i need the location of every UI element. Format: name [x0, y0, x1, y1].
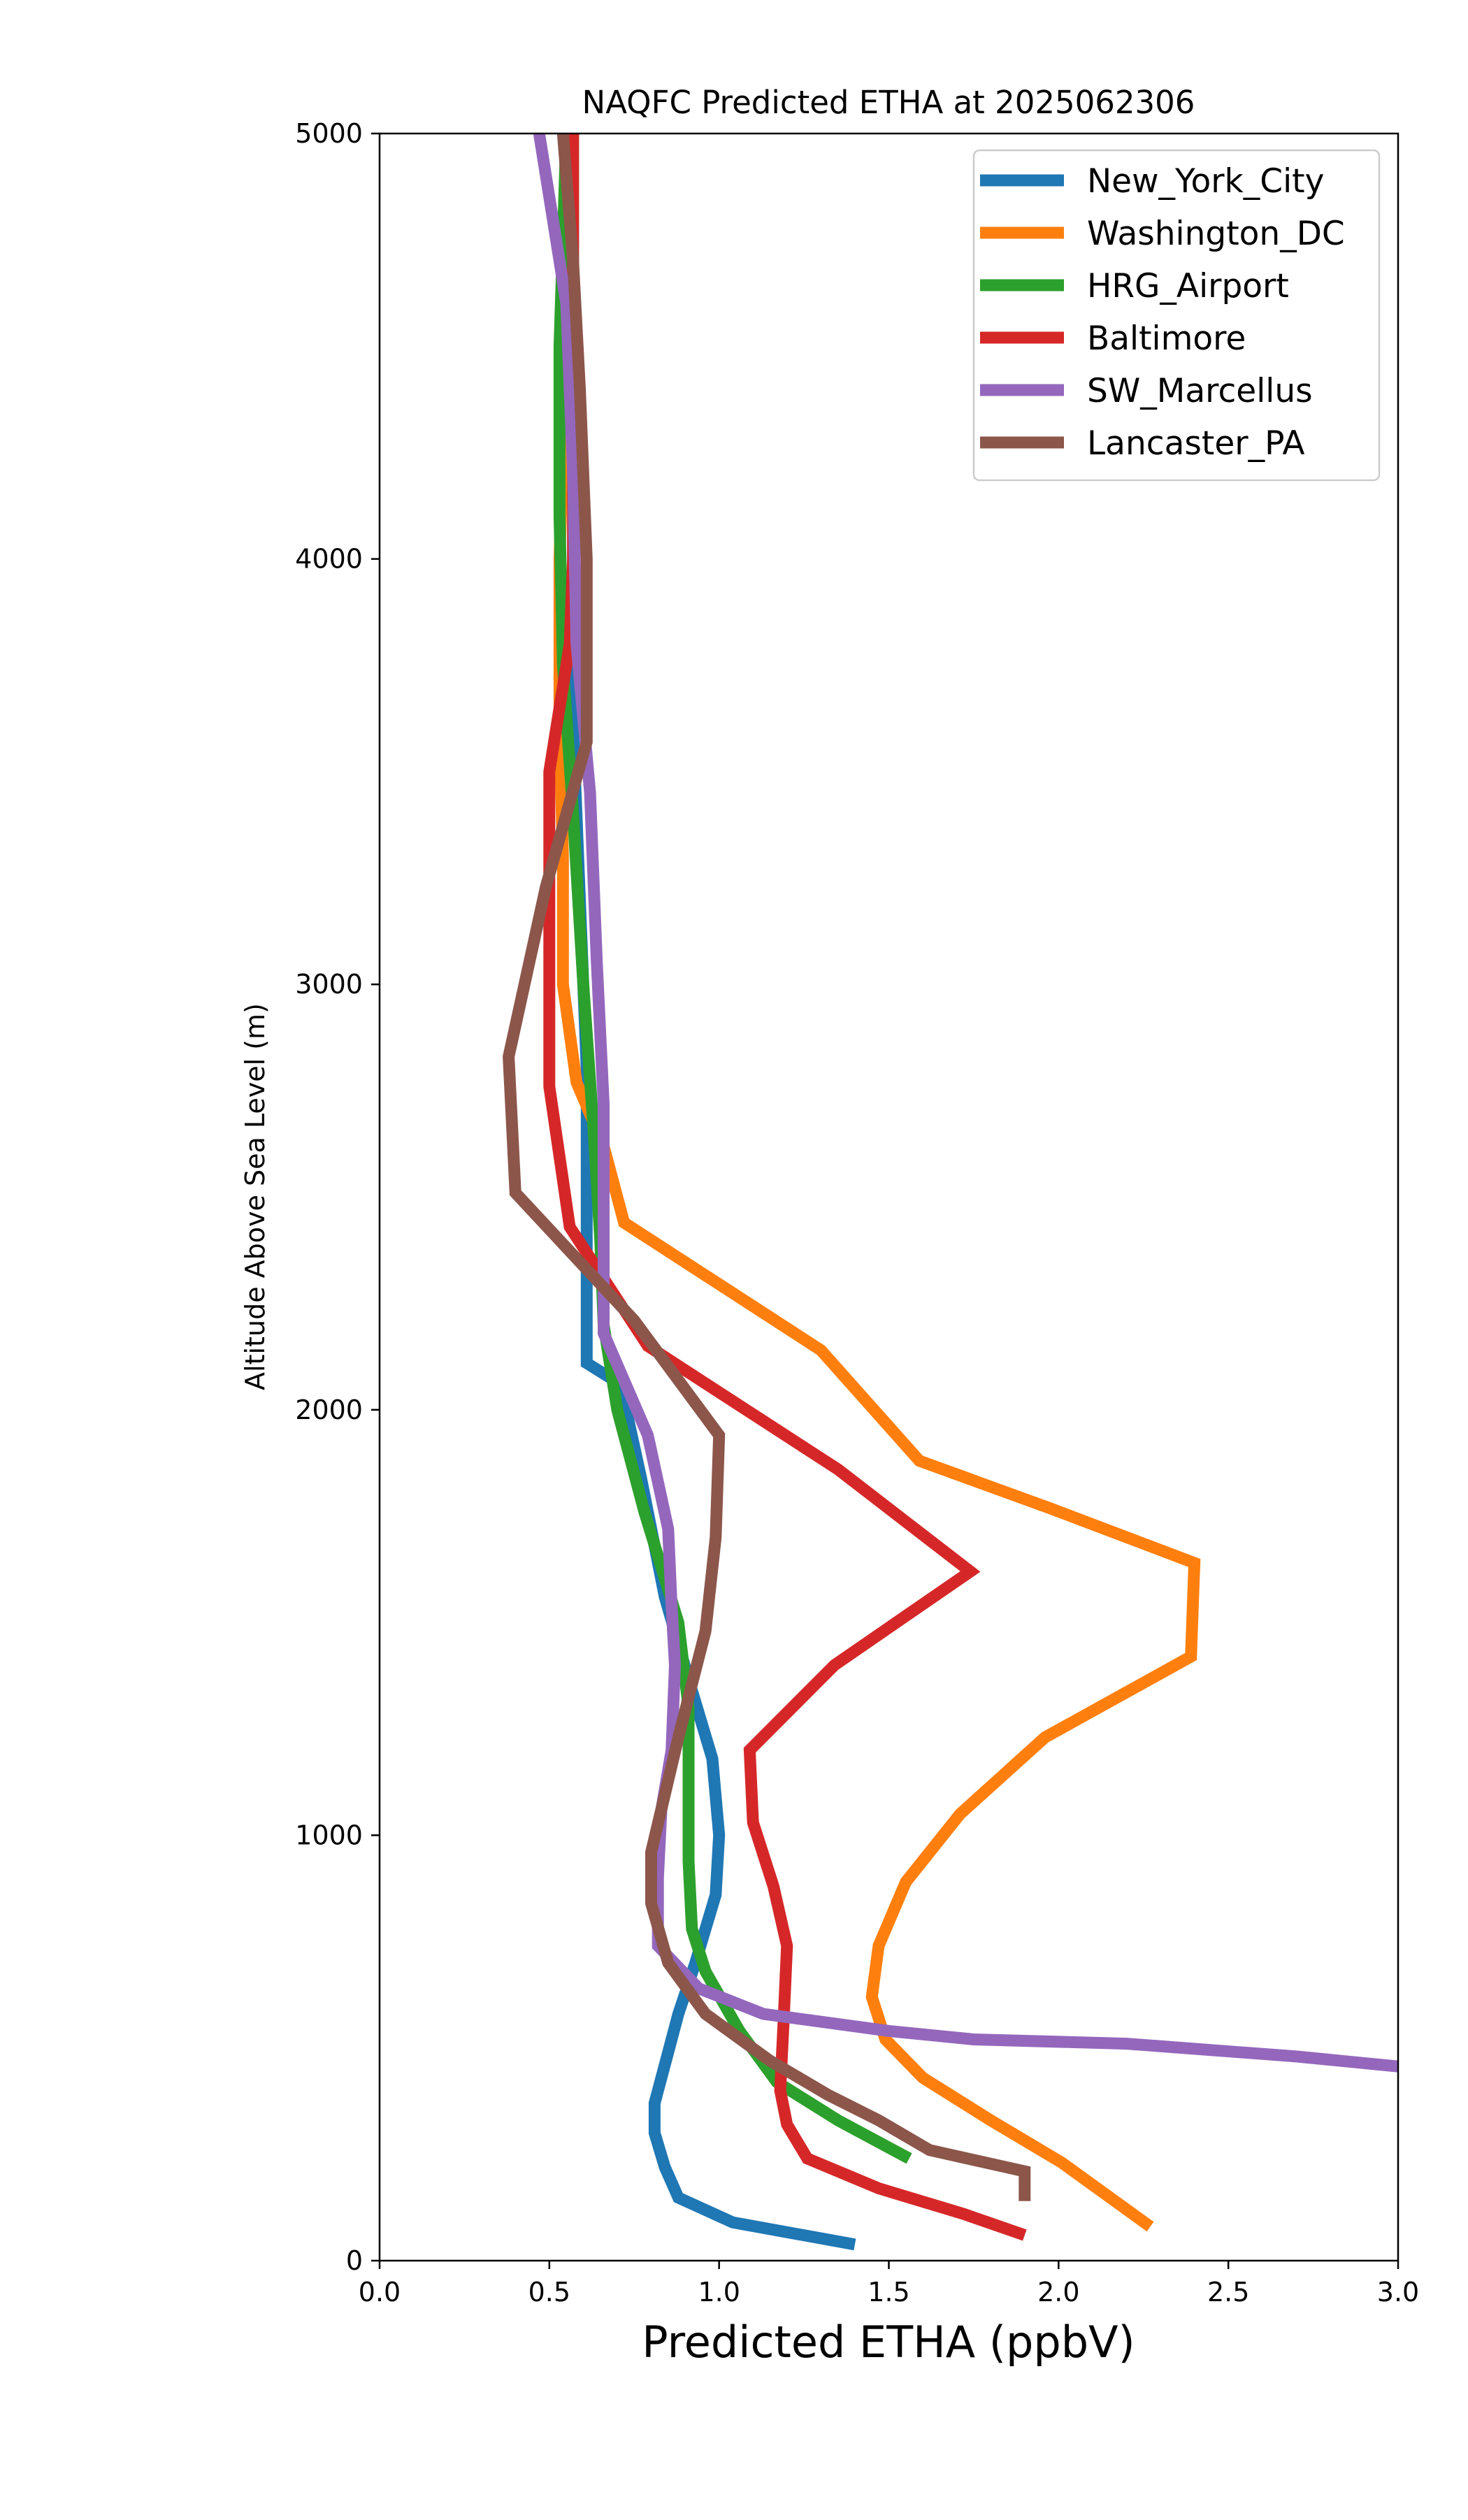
y-tick-label: 4000	[295, 544, 363, 575]
legend-label-New_York_City: New_York_City	[1087, 162, 1324, 201]
x-tick-label: 2.0	[1037, 2277, 1079, 2307]
y-tick-label: 5000	[295, 118, 363, 149]
legend-box	[972, 149, 1381, 482]
series-line-Lancaster_PA	[503, 134, 1031, 2201]
y-tick-label: 3000	[295, 969, 363, 1000]
legend-label-Lancaster_PA: Lancaster_PA	[1087, 424, 1305, 463]
y-tick-label: 1000	[295, 1820, 363, 1850]
y-axis-ticks: 0 1000 2000 3000 4000 5000	[295, 118, 380, 2276]
plot-lines	[503, 134, 1398, 2251]
x-tick-label: 0.5	[528, 2277, 570, 2307]
legend-label-HRG_Airport: HRG_Airport	[1087, 267, 1289, 305]
y-axis-label: Altitude Above Sea Level (m)	[240, 1003, 271, 1390]
series-line-Baltimore	[543, 134, 1027, 2241]
chart-title: NAQFC Predicted ETHA at 2025062306	[582, 84, 1195, 121]
x-tick-label: 2.5	[1207, 2277, 1249, 2307]
legend: New_York_City Washington_DC HRG_Airport Bal…	[972, 149, 1381, 482]
series-line-HRG_Airport	[553, 134, 912, 2164]
x-tick-label: 3.0	[1377, 2277, 1419, 2307]
series-line-SW_Marcellus	[533, 134, 1398, 2073]
x-axis-ticks: 0.0 0.5 1.0 1.5 2.0 2.5 3.0	[359, 2261, 1419, 2307]
legend-label-Washington_DC: Washington_DC	[1087, 215, 1345, 253]
legend-entries: New_York_City Washington_DC HRG_Airport Bal…	[980, 162, 1345, 463]
x-axis-label: Predicted ETHA (ppbV)	[642, 2317, 1135, 2368]
y-tick-label: 2000	[295, 1395, 363, 1425]
x-tick-label: 1.5	[868, 2277, 909, 2307]
legend-label-Baltimore: Baltimore	[1087, 319, 1246, 358]
x-tick-label: 1.0	[698, 2277, 740, 2307]
y-tick-label: 0	[346, 2245, 363, 2276]
legend-label-SW_Marcellus: SW_Marcellus	[1087, 372, 1313, 410]
x-tick-label: 0.0	[359, 2277, 401, 2307]
